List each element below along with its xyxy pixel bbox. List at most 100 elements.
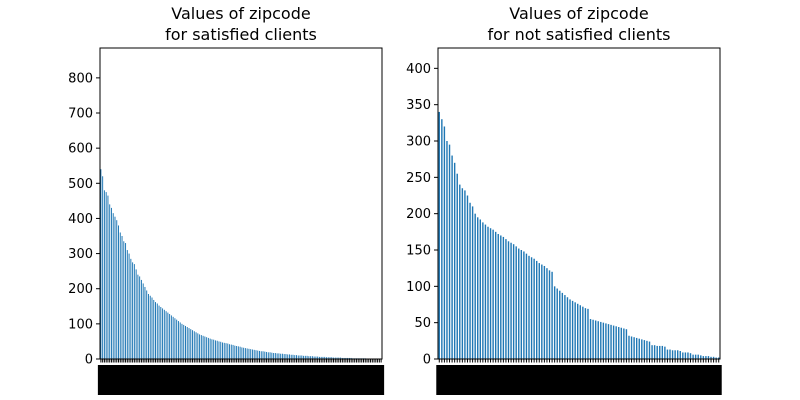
bar — [172, 316, 174, 359]
bar — [223, 342, 225, 359]
bar — [144, 286, 146, 359]
bar — [292, 354, 294, 359]
bar — [234, 345, 236, 359]
bar — [227, 343, 229, 359]
bar — [336, 357, 338, 359]
bar — [530, 257, 533, 359]
bar — [255, 350, 257, 359]
bar — [290, 354, 292, 359]
bar — [505, 239, 507, 359]
bar — [589, 319, 592, 359]
bar — [584, 308, 587, 359]
bar — [630, 336, 633, 359]
bar — [155, 302, 156, 359]
y-tick-label: 700 — [68, 107, 93, 122]
bar — [151, 297, 153, 359]
bar — [132, 262, 134, 359]
bar — [705, 356, 707, 359]
bar — [515, 246, 517, 359]
y-axis-ticks: 0 100 200 300 400 500 600 700 800 — [68, 71, 100, 368]
bar — [594, 320, 597, 359]
bar — [523, 251, 525, 359]
bar — [479, 219, 481, 359]
bar — [139, 276, 141, 359]
bar — [163, 309, 165, 359]
bar — [206, 337, 208, 359]
bar-group — [438, 111, 720, 360]
bar — [165, 311, 167, 359]
plot-frame — [437, 47, 721, 360]
y-tick-label: 300 — [68, 247, 93, 262]
bar — [456, 173, 458, 359]
bar — [110, 207, 112, 359]
bar — [707, 356, 710, 359]
bar — [541, 264, 543, 359]
bar — [687, 352, 689, 359]
bar — [222, 342, 223, 359]
bar — [469, 202, 471, 359]
bar — [213, 339, 215, 359]
bar — [311, 356, 313, 359]
bar — [116, 220, 118, 359]
bar — [294, 355, 296, 359]
bar — [646, 340, 648, 359]
bar — [538, 263, 540, 359]
bar — [566, 297, 569, 359]
bar — [487, 226, 489, 359]
chart-title-line1: Values of zipcode — [509, 4, 648, 23]
bar — [341, 357, 343, 359]
bar — [232, 344, 234, 359]
bar — [285, 354, 287, 359]
bar — [197, 333, 199, 359]
bar — [666, 349, 669, 359]
bar — [102, 176, 104, 359]
bar — [679, 351, 681, 359]
bar — [267, 352, 269, 359]
chart-title-line2: for satisfied clients — [165, 25, 317, 44]
bar — [304, 355, 306, 359]
bar — [587, 308, 589, 359]
y-tick-label: 200 — [68, 282, 93, 297]
bar — [179, 322, 181, 359]
plot-frame — [99, 47, 383, 360]
bar — [218, 341, 220, 359]
bar — [674, 350, 676, 359]
bar — [253, 349, 255, 359]
bar — [243, 347, 245, 359]
bar — [497, 234, 499, 359]
bar — [443, 126, 446, 359]
bar — [512, 244, 515, 359]
bar — [250, 349, 252, 359]
y-axis-ticks: 0 50 100 150 200 250 300 350 400 — [406, 62, 438, 368]
bar — [146, 290, 148, 359]
bar — [174, 318, 176, 359]
bar — [160, 306, 162, 359]
bar — [638, 338, 640, 359]
bar — [533, 258, 535, 359]
bar — [153, 299, 155, 359]
bar — [137, 274, 139, 359]
bar — [602, 322, 605, 359]
x-axis-ticks — [436, 359, 722, 395]
bar — [158, 305, 160, 359]
bar — [259, 350, 260, 359]
bar — [641, 339, 643, 359]
bar — [548, 270, 551, 359]
chart-title-line2: for not satisfied clients — [487, 25, 670, 44]
bar — [200, 335, 202, 359]
bar — [659, 345, 661, 359]
y-tick-label: 400 — [406, 62, 431, 77]
bar — [105, 192, 107, 359]
bar — [510, 242, 512, 359]
bar — [528, 255, 530, 359]
bar — [689, 353, 692, 359]
bar — [248, 348, 250, 359]
bar — [653, 345, 656, 359]
chart-title-line1: Values of zipcode — [171, 4, 310, 23]
bar — [651, 345, 653, 359]
bar — [700, 355, 702, 359]
bar — [313, 356, 315, 359]
bar — [329, 357, 331, 359]
bar — [446, 141, 448, 359]
bar — [682, 352, 684, 359]
